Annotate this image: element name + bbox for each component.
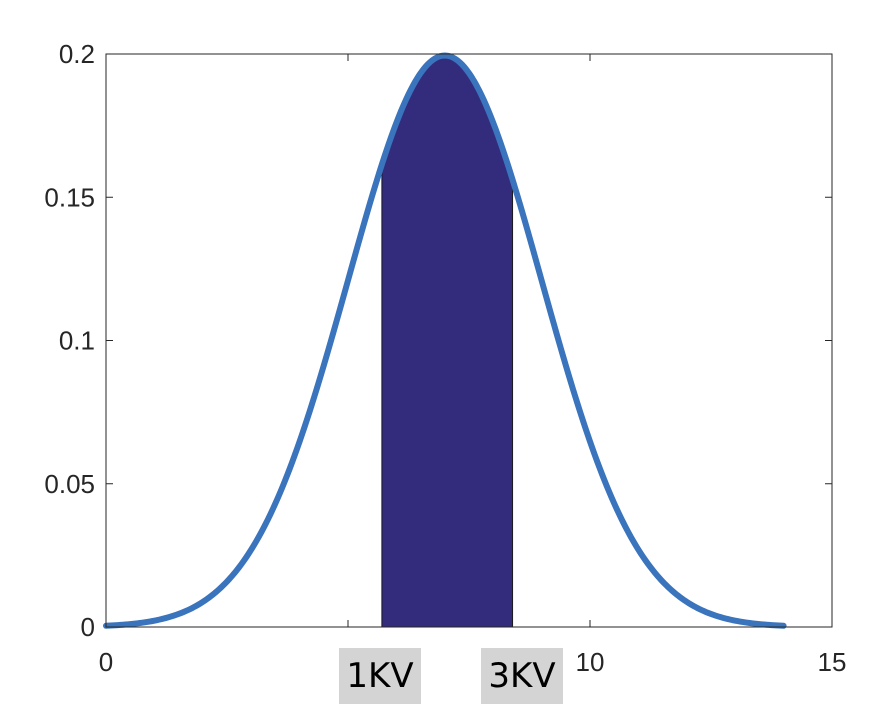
marker-label-3kv: 3KV [481,648,563,704]
y-tick-label-0.2: 0.2 [59,39,95,69]
marker-label-1kv: 1KV [339,648,421,704]
shaded-region [381,55,514,628]
y-tick-label-0.15: 0.15 [44,182,95,212]
x-tick-label-0: 0 [99,647,113,677]
y-tick-label-0: 0 [81,612,95,642]
x-tick-label-10: 10 [576,647,605,677]
series-line-normal-curve [103,52,787,629]
y-tick-label-0.1: 0.1 [59,326,95,356]
x-tick-label-15: 15 [818,647,847,677]
y-tick-label-0.05: 0.05 [44,469,95,499]
